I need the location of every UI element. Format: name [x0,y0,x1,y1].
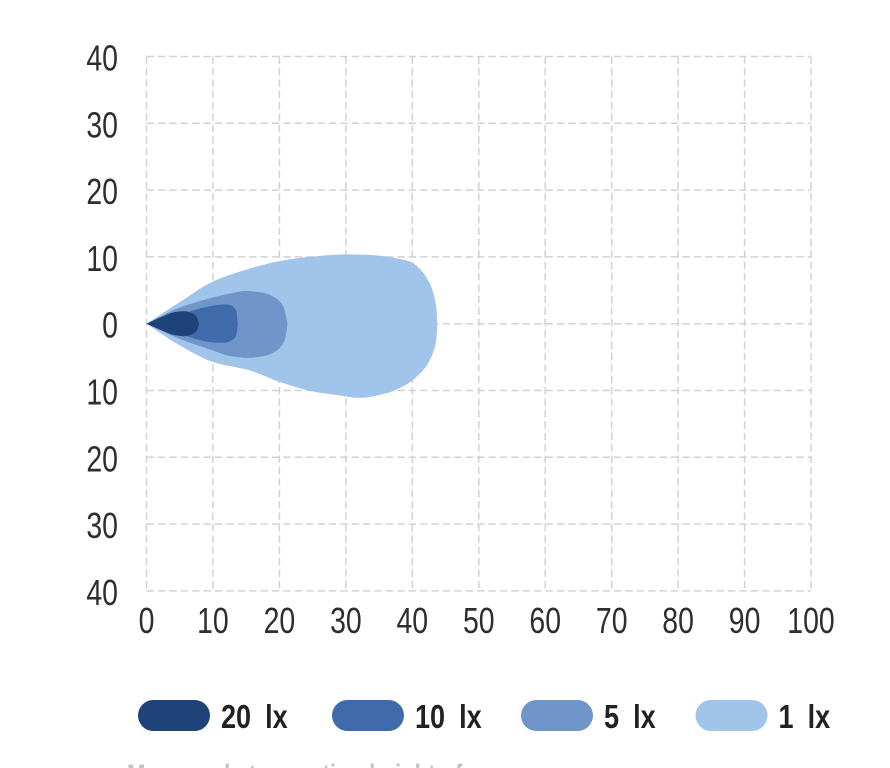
svg-text:20: 20 [264,601,296,641]
svg-text:Measured at mounting height of: Measured at mounting height of approx. [127,760,549,768]
svg-text:70: 70 [596,601,628,641]
svg-text:20: 20 [86,439,118,479]
svg-text:40: 40 [86,573,118,613]
svg-text:5 lx: 5 lx [604,700,656,736]
svg-text:1 lx: 1 lx [779,700,831,736]
svg-text:10: 10 [86,372,118,412]
svg-text:10 lx: 10 lx [415,700,482,736]
svg-text:20: 20 [86,172,118,212]
svg-text:10: 10 [197,601,229,641]
svg-text:50: 50 [463,601,495,641]
svg-text:40: 40 [86,38,118,78]
svg-text:0: 0 [139,601,155,641]
svg-text:100: 100 [787,601,834,641]
svg-text:30: 30 [86,506,118,546]
svg-text:80: 80 [662,601,694,641]
svg-text:40: 40 [396,601,428,641]
svg-text:90: 90 [729,601,761,641]
svg-text:10: 10 [86,239,118,279]
svg-text:20 lx: 20 lx [221,700,288,736]
svg-text:60: 60 [529,601,561,641]
svg-text:0: 0 [102,306,118,346]
svg-text:30: 30 [330,601,362,641]
svg-text:30: 30 [86,105,118,145]
